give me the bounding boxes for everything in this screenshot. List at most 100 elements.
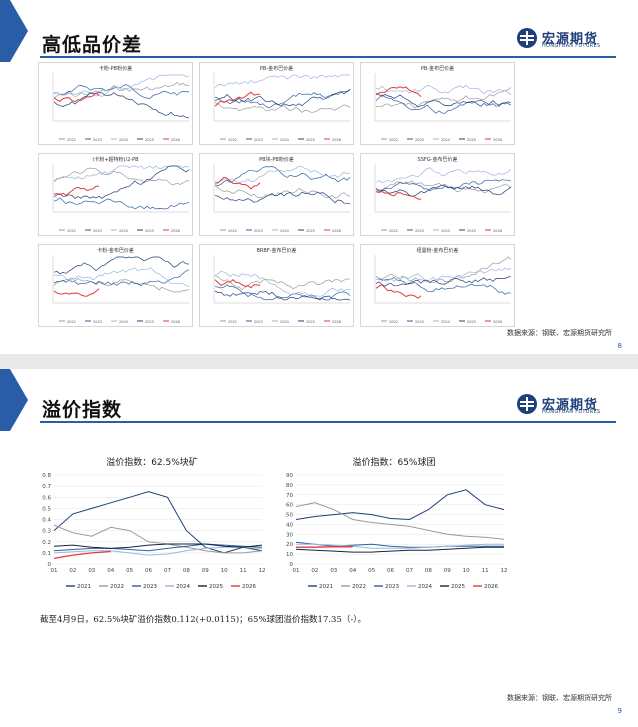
series-line [53, 546, 263, 556]
mini-axis [374, 73, 511, 122]
mini-legend-label: 2026 [171, 320, 180, 324]
spread-mini-chart: 卡粉-PB粉价差 2022 2023 2024 2025 2026 [38, 62, 193, 145]
mini-series-line [53, 84, 190, 99]
mini-series-line [53, 165, 190, 199]
x-tick-label: 03 [330, 568, 337, 574]
mini-axis [374, 164, 511, 213]
y-tick-label: 0.4 [42, 518, 51, 524]
mini-axis [213, 255, 350, 304]
y-tick-label: 60 [286, 503, 293, 509]
spread-mini-chart: 卡粉-金布巴价差 2022 2023 2024 2025 2026 [38, 244, 193, 327]
legend-label: 2024 [418, 584, 432, 590]
legend-label: 2023 [385, 584, 399, 590]
pellet-premium-chart: 溢价指数：65%球团 0 10 20 30 40 50 60 70 80 90 01 02 03 04 05… [278, 449, 510, 599]
mini-chart-plot: 2022 2023 2024 2025 2026 [374, 73, 512, 142]
mini-axis [52, 164, 189, 213]
series-line [296, 546, 353, 548]
series-line [295, 546, 504, 553]
mini-series-line [375, 276, 512, 287]
x-tick-label: 03 [88, 568, 95, 574]
x-tick-label: 02 [69, 568, 76, 574]
series-line [295, 502, 505, 540]
mini-chart-plot: 2022 2023 2024 2025 2026 [213, 255, 351, 324]
mini-series-line [53, 92, 190, 119]
y-tick-label: 0.8 [42, 473, 51, 479]
mini-legend-label: 2025 [467, 229, 476, 233]
y-tick-label: 0.5 [42, 506, 51, 512]
mini-series-line [375, 167, 512, 183]
mini-series-line [53, 167, 190, 185]
mini-series-line [375, 84, 512, 95]
mini-legend-label: 2022 [389, 229, 398, 233]
mini-series-line [375, 256, 512, 284]
mini-legend-label: 2022 [389, 138, 398, 142]
slide-title: 溢价指数 [42, 399, 123, 421]
corner-accent-icon [0, 0, 28, 62]
mini-series-line [375, 92, 512, 108]
legend-label: 2025 [451, 584, 465, 590]
mini-legend-label: 2025 [467, 138, 476, 142]
mini-series-line [53, 269, 190, 287]
x-tick-label: 01 [293, 568, 300, 574]
mini-axis [52, 73, 189, 122]
mini-chart-title: PB-金布巴价差 [420, 66, 455, 72]
mini-series-line [375, 284, 422, 299]
y-tick-label: 90 [286, 473, 293, 479]
mini-legend-label: 2026 [171, 138, 180, 142]
mini-legend-label: 2025 [145, 320, 154, 324]
y-tick-label: 70 [286, 493, 293, 499]
series-line [295, 489, 505, 521]
mini-legend-label: 2026 [493, 320, 502, 324]
logo-text-cn: 宏源期货 [542, 32, 599, 47]
mini-series-line [53, 256, 190, 275]
mini-legend-label: 2025 [145, 229, 154, 233]
x-tick-label: 11 [240, 568, 247, 574]
mini-chart-title: PB块-PB粉价差 [259, 157, 294, 163]
legend-label: 2026 [242, 584, 256, 590]
company-logo: 宏源期货 HONGYUAN FUTURES [516, 393, 616, 419]
mini-legend-label: 2025 [306, 229, 315, 233]
x-tick-label: 04 [349, 568, 356, 574]
mini-chart-title: SSFG-金布巴价差 [417, 157, 458, 163]
mini-series-line [375, 179, 512, 192]
mini-legend-label: 2022 [67, 229, 76, 233]
mini-legend-label: 2026 [332, 229, 341, 233]
mini-chart-title: 卡粉-PB粉价差 [98, 66, 133, 72]
mini-legend-label: 2022 [228, 320, 237, 324]
mini-series-line [214, 89, 351, 109]
spread-mini-chart: SSFG-金布巴价差 2022 2023 2024 2025 2026 [360, 153, 515, 236]
series-line [53, 550, 111, 560]
x-tick-label: 09 [202, 568, 209, 574]
mini-legend-label: 2024 [119, 138, 129, 142]
mini-legend-label: 2023 [254, 138, 263, 142]
mini-axis [213, 73, 350, 122]
mini-legend-label: 2022 [228, 138, 237, 142]
y-tick-label: 0.7 [42, 484, 51, 490]
mini-series-line [53, 165, 190, 181]
page-number: 9 [617, 707, 622, 715]
x-tick-label: 12 [259, 568, 266, 574]
y-tick-label: 0.1 [42, 551, 51, 557]
x-tick-label: 04 [107, 568, 114, 574]
legend-label: 2023 [143, 584, 157, 590]
x-tick-label: 05 [126, 568, 133, 574]
y-tick-label: 0.6 [42, 495, 51, 501]
series-line [296, 543, 504, 549]
y-tick-label: 0 [48, 562, 52, 568]
series-line [295, 541, 504, 548]
mini-legend-label: 2023 [93, 138, 102, 142]
mini-chart-plot: 2022 2023 2024 2025 2026 [374, 164, 512, 233]
x-tick-label: 07 [406, 568, 413, 574]
mini-axis [52, 255, 189, 304]
mini-series-line [53, 74, 190, 98]
title-divider [40, 421, 616, 423]
mini-axis [213, 164, 350, 213]
mini-series-line [375, 267, 512, 283]
mini-chart-title: BRBF-金布巴价差 [256, 248, 297, 254]
mini-chart-title: (卡粉+超特粉)/2-PB [92, 157, 139, 163]
x-tick-label: 08 [183, 568, 190, 574]
mini-series-line [53, 92, 100, 103]
slide-premium-index: 溢价指数 宏源期货 HONGYUAN FUTURES 溢价指数：62.5%块矿 … [0, 369, 638, 727]
mini-series-line [53, 185, 100, 197]
mini-series-line [214, 290, 351, 301]
